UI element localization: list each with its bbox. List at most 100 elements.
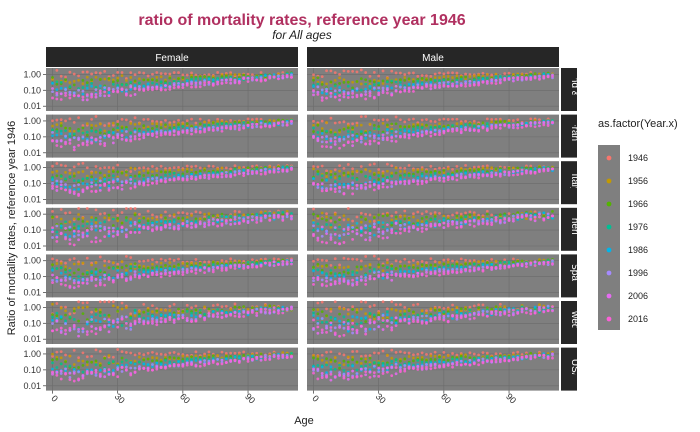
- point-2016: [124, 93, 128, 97]
- point-2006: [259, 310, 263, 314]
- point-2006: [285, 262, 289, 266]
- point-2016: [538, 78, 541, 81]
- point-1956: [151, 216, 154, 220]
- point-1986: [342, 275, 346, 279]
- point-1996: [312, 224, 315, 228]
- point-1956: [446, 167, 450, 171]
- point-1956: [438, 260, 441, 264]
- point-2016: [477, 267, 481, 271]
- point-1966: [442, 125, 446, 128]
- point-2016: [394, 139, 398, 143]
- point-1946: [124, 254, 128, 258]
- point-2016: [403, 88, 407, 92]
- point-1986: [320, 271, 324, 275]
- point-1946: [155, 167, 159, 170]
- point-1956: [116, 76, 120, 80]
- point-1976: [246, 260, 250, 264]
- point-1956: [338, 76, 341, 80]
- point-2006: [255, 314, 259, 317]
- point-1986: [172, 220, 176, 224]
- point-1996: [151, 317, 154, 321]
- point-1946: [172, 166, 176, 170]
- point-2016: [264, 124, 267, 128]
- point-2006: [68, 138, 72, 142]
- point-2016: [207, 127, 211, 130]
- point-1986: [190, 172, 193, 176]
- point-2006: [455, 174, 459, 178]
- point-1956: [159, 75, 163, 79]
- point-2016: [498, 174, 502, 178]
- point-1956: [90, 216, 94, 219]
- point-2016: [146, 275, 150, 279]
- point-1966: [98, 171, 102, 175]
- point-1956: [64, 171, 67, 174]
- point-1986: [542, 165, 546, 169]
- point-1976: [464, 215, 467, 219]
- point-1976: [203, 263, 206, 267]
- point-1946: [316, 216, 320, 220]
- point-1966: [198, 122, 202, 126]
- point-2016: [142, 225, 146, 229]
- point-1966: [133, 79, 137, 83]
- point-1996: [198, 126, 202, 130]
- point-1976: [124, 218, 128, 222]
- point-2016: [429, 134, 433, 138]
- point-2006: [168, 316, 172, 319]
- point-1986: [146, 82, 150, 86]
- point-1976: [133, 265, 137, 269]
- point-2016: [229, 126, 233, 130]
- point-1976: [316, 222, 320, 226]
- point-1966: [146, 266, 150, 270]
- point-2006: [316, 278, 320, 281]
- point-1976: [90, 320, 94, 323]
- point-1966: [168, 76, 172, 80]
- point-2016: [281, 168, 285, 172]
- point-1946: [77, 207, 80, 210]
- point-1956: [329, 169, 333, 173]
- point-1996: [490, 171, 494, 175]
- point-1986: [103, 177, 107, 181]
- point-1996: [77, 233, 80, 237]
- point-1996: [194, 175, 198, 179]
- point-1976: [129, 80, 133, 84]
- point-1956: [333, 212, 337, 216]
- point-1996: [442, 268, 446, 271]
- point-1976: [138, 174, 141, 178]
- point-2016: [442, 272, 446, 276]
- point-1956: [381, 269, 385, 273]
- point-2006: [98, 328, 102, 332]
- point-1976: [120, 324, 124, 327]
- point-2006: [172, 321, 176, 324]
- point-1966: [503, 119, 507, 123]
- point-2016: [346, 140, 350, 144]
- point-2006: [442, 270, 446, 274]
- point-2006: [81, 98, 85, 102]
- point-1976: [368, 228, 372, 232]
- point-2006: [107, 181, 111, 184]
- point-1946: [511, 119, 515, 122]
- point-2016: [403, 229, 407, 233]
- point-2016: [155, 272, 159, 276]
- point-2016: [320, 282, 324, 286]
- point-1956: [442, 171, 446, 174]
- point-1946: [333, 71, 337, 75]
- point-1966: [177, 307, 180, 311]
- point-1946: [472, 211, 476, 215]
- point-1966: [72, 174, 76, 178]
- point-1966: [250, 306, 254, 310]
- point-1996: [77, 183, 80, 187]
- point-1966: [246, 166, 250, 170]
- point-1956: [155, 169, 159, 173]
- point-1946: [455, 164, 459, 168]
- point-1946: [316, 258, 320, 262]
- point-1976: [372, 127, 376, 131]
- point-1996: [103, 86, 107, 89]
- point-1996: [372, 222, 376, 226]
- point-1996: [120, 315, 124, 318]
- point-2006: [390, 139, 394, 143]
- point-1946: [172, 303, 176, 306]
- point-1986: [55, 183, 59, 187]
- point-2016: [181, 130, 185, 134]
- point-2006: [407, 133, 411, 137]
